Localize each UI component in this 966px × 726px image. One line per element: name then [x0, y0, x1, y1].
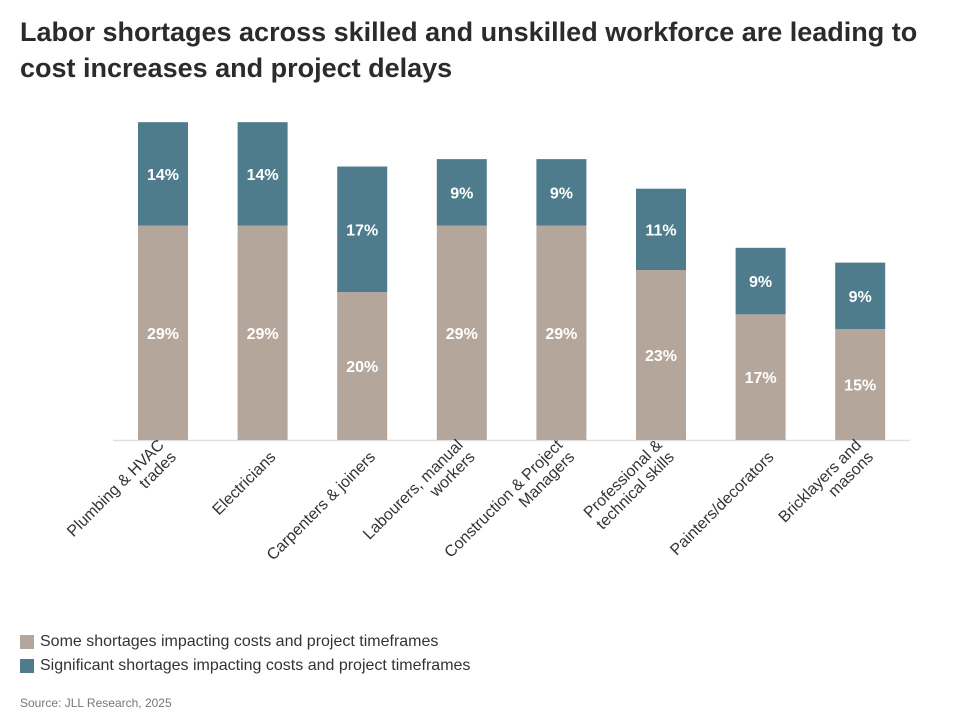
bar-significant — [735, 247, 786, 315]
bar-significant — [536, 159, 587, 226]
legend-label: Significant shortages impacting costs an… — [40, 657, 471, 674]
bar-some — [237, 225, 288, 440]
source-note: Source: JLL Research, 2025 — [20, 696, 172, 710]
data-label: 29% — [446, 326, 478, 343]
bar-some — [337, 292, 388, 440]
x-tick-label-line: Plumbing & HVAC — [64, 437, 168, 541]
bar-significant — [337, 166, 388, 293]
data-label: 14% — [247, 167, 279, 184]
x-tick-label-line: Electricians — [210, 449, 280, 519]
bar-significant — [138, 122, 188, 226]
legend: Some shortages impacting costs and proje… — [20, 630, 470, 678]
bar-some — [536, 225, 587, 440]
data-label: 23% — [645, 348, 677, 365]
legend-item-some: Some shortages impacting costs and proje… — [20, 630, 470, 654]
legend-label: Some shortages impacting costs and proje… — [40, 633, 439, 650]
bar-significant — [636, 188, 686, 270]
data-label: 29% — [545, 326, 577, 343]
bar-some — [436, 225, 487, 440]
data-label: 29% — [147, 326, 179, 343]
x-tick-label: Electricians — [210, 449, 280, 519]
bar-significant — [436, 159, 487, 226]
x-tick-label-line: Labourers, manual — [360, 437, 466, 543]
x-tick-label: Carpenters & joiners — [264, 449, 379, 564]
legend-swatch — [20, 635, 34, 649]
data-label: 20% — [346, 359, 378, 376]
x-tick-label-line: Carpenters & joiners — [264, 449, 379, 564]
legend-item-significant: Significant shortages impacting costs an… — [20, 654, 470, 678]
bar-some — [835, 329, 886, 440]
x-tick-label: Painters/decorators — [667, 449, 777, 559]
data-label: 15% — [844, 378, 876, 395]
chart-title: Labor shortages across skilled and unski… — [20, 17, 918, 83]
legend-swatch — [20, 659, 34, 673]
x-tick-label: Bricklayers andmasons — [776, 437, 877, 538]
data-label: 17% — [745, 370, 777, 387]
bar-some — [138, 225, 188, 440]
data-label: 9% — [450, 185, 473, 202]
data-label: 9% — [849, 289, 872, 306]
bar-some — [735, 314, 786, 440]
x-tick-label: Professional &technical skills — [581, 437, 678, 534]
data-label: 11% — [645, 222, 676, 239]
data-label: 29% — [247, 326, 279, 343]
data-label: 17% — [346, 222, 378, 239]
data-label: 9% — [550, 185, 573, 202]
data-label: 9% — [749, 274, 772, 291]
bar-significant — [237, 122, 288, 226]
bar-significant — [835, 262, 886, 330]
x-tick-label: Plumbing & HVACtrades — [64, 437, 180, 553]
x-tick-label-line: Painters/decorators — [667, 449, 777, 559]
data-label: 14% — [147, 167, 179, 184]
bar-some — [636, 270, 686, 440]
